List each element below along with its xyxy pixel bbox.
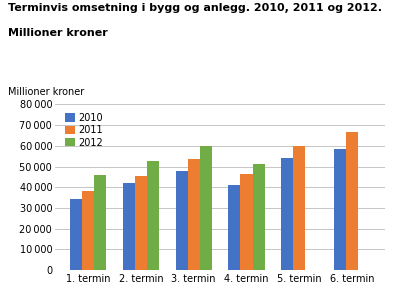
- Bar: [281, 158, 293, 270]
- Bar: [176, 171, 187, 270]
- Bar: [293, 146, 305, 270]
- Bar: [123, 183, 135, 270]
- Text: Millioner kroner: Millioner kroner: [8, 87, 84, 97]
- Bar: [94, 175, 107, 270]
- Bar: [346, 132, 358, 270]
- Bar: [147, 161, 159, 270]
- Text: Terminvis omsetning i bygg og anlegg. 2010, 2011 og 2012.: Terminvis omsetning i bygg og anlegg. 20…: [8, 3, 382, 13]
- Bar: [228, 185, 241, 270]
- Bar: [334, 149, 346, 270]
- Legend: 2010, 2011, 2012: 2010, 2011, 2012: [63, 111, 105, 150]
- Bar: [135, 176, 147, 270]
- Bar: [187, 159, 200, 270]
- Text: Millioner kroner: Millioner kroner: [8, 28, 108, 38]
- Bar: [200, 146, 212, 270]
- Bar: [82, 192, 94, 270]
- Bar: [241, 174, 253, 270]
- Bar: [70, 199, 82, 270]
- Bar: [253, 165, 264, 270]
